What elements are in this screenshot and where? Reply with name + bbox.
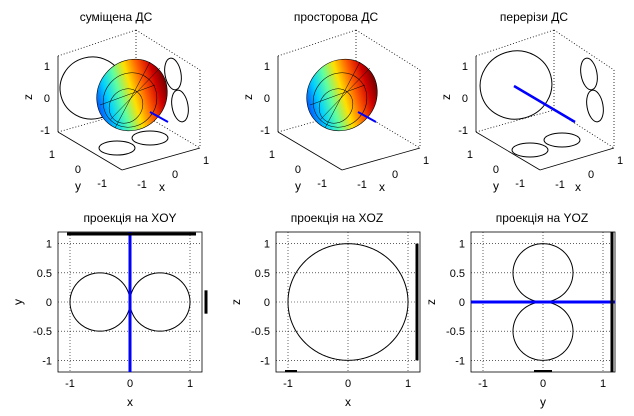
y-tick-label: 0.5 — [450, 268, 465, 280]
y-axis-label: y — [75, 179, 81, 193]
y-tick-label: 1 — [459, 239, 465, 251]
y-tick-label: -1 — [515, 178, 525, 190]
z-axis-label: z — [21, 94, 35, 100]
x-tick-label: 1 — [600, 378, 606, 390]
x-tick-label: 1 — [405, 378, 411, 390]
y-tick-label: 1 — [467, 149, 473, 161]
z-tick-labels: 1 0 -1 — [40, 61, 50, 137]
panel-title: проекція на YOZ — [496, 211, 588, 225]
z-tick-label: 0 — [264, 93, 270, 105]
panel-2-spatial-pattern: просторова ДС 1 0 -1 z 1 — [241, 10, 429, 194]
y-tick-label: -1 — [42, 355, 52, 367]
y-tick-label: 0 — [264, 297, 270, 309]
y-tick-label: -1 — [317, 178, 327, 190]
y-tick-label: 0.5 — [255, 268, 270, 280]
pattern-curve — [512, 243, 574, 361]
z-tick-label: -1 — [260, 125, 270, 137]
y-tick-labels: 1 0 -1 — [269, 149, 327, 190]
panel-5-projection-xoz: проекція на XOZ -1 0 1 1 0.5 0 -0.5 -1 x z — [229, 211, 421, 409]
x-axis-label: x — [575, 180, 581, 194]
y-tick-label: 0 — [459, 297, 465, 309]
section-curves — [479, 50, 604, 158]
panel-title: просторова ДС — [294, 10, 379, 24]
x-tick-label: -1 — [555, 179, 565, 191]
z-tick-label: 1 — [462, 61, 468, 73]
y-tick-label: 1 — [269, 149, 275, 161]
x-tick-labels: -1 0 1 — [137, 155, 209, 191]
x-axis-label: y — [540, 395, 546, 409]
x-axis-label: x — [127, 395, 133, 409]
y-tick-label: -1 — [97, 178, 107, 190]
panel-1-combined-pattern: суміщена ДС 1 — [21, 10, 209, 194]
x-tick-label: 1 — [423, 155, 429, 167]
x-axis-label: x — [159, 180, 165, 194]
panel-title: суміщена ДС — [80, 10, 153, 24]
y-tick-label: 1 — [49, 149, 55, 161]
x-tick-labels: -1 0 1 — [357, 155, 429, 191]
panel-title: проекція на XOY — [83, 211, 176, 225]
y-tick-label: 0 — [295, 164, 301, 176]
x-tick-label: 0 — [127, 378, 133, 390]
panel-6-projection-yoz: проекція на YOZ -1 0 1 1 0.5 0 -0.5 -1 y z — [424, 211, 616, 409]
y-tick-label: -1 — [455, 355, 465, 367]
x-axis-label: x — [379, 180, 385, 194]
y-tick-label: 0 — [46, 297, 52, 309]
y-tick-label: -0.5 — [446, 326, 465, 338]
y-tick-label: 1 — [264, 239, 270, 251]
x-tick-label: 0 — [172, 169, 178, 181]
z-tick-label: 1 — [44, 61, 50, 73]
z-axis-label: z — [439, 94, 453, 100]
y-tick-label: 0 — [75, 164, 81, 176]
y-tick-label: 1 — [46, 239, 52, 251]
axis-line — [357, 111, 377, 123]
x-tick-label: -1 — [65, 378, 75, 390]
x-axis-label: x — [345, 395, 351, 409]
z-axis-label: z — [241, 94, 255, 100]
z-tick-label: 0 — [462, 93, 468, 105]
z-tick-labels: 1 0 -1 — [260, 61, 270, 137]
x-tick-label: 1 — [203, 155, 209, 167]
y-axis-label: y — [11, 299, 25, 305]
panel-4-projection-xoy: проекція на XOY -1 0 1 1 0.5 0 -0.5 -1 x y — [11, 211, 208, 409]
y-tick-label: 0 — [493, 164, 499, 176]
x-tick-label: -1 — [137, 179, 147, 191]
y-tick-label: -1 — [260, 355, 270, 367]
x-tick-label: 1 — [187, 378, 193, 390]
x-tick-label: -1 — [478, 378, 488, 390]
panel-title: перерізи ДС — [500, 10, 569, 24]
axis-box-3d — [475, 29, 615, 171]
x-tick-label: 0 — [540, 378, 546, 390]
y-axis-label: y — [493, 179, 499, 193]
pattern-curve — [69, 272, 191, 332]
x-tick-labels: -1 0 1 — [555, 155, 623, 191]
z-tick-labels: 1 0 -1 — [458, 61, 468, 137]
y-axis-label: z — [229, 299, 243, 305]
panel-3-pattern-sections: перерізи ДС 1 0 -1 z 1 0 — [439, 10, 623, 194]
axis-line — [513, 84, 576, 124]
y-axis-label: z — [424, 299, 438, 305]
z-tick-label: -1 — [458, 125, 468, 137]
panel-title: проекція на XOZ — [291, 211, 383, 225]
x-tick-label: -1 — [283, 378, 293, 390]
pattern-curve — [287, 243, 409, 361]
y-tick-label: -0.5 — [251, 326, 270, 338]
y-tick-labels: 1 0 -1 — [49, 149, 107, 190]
x-tick-label: 1 — [617, 155, 623, 167]
x-tick-label: 0 — [392, 169, 398, 181]
x-tick-label: 0 — [345, 378, 351, 390]
x-tick-label: 0 — [588, 169, 594, 181]
z-tick-label: 1 — [264, 61, 270, 73]
y-tick-labels: 1 0 -1 — [467, 149, 525, 190]
y-tick-label: -0.5 — [33, 326, 52, 338]
z-tick-label: -1 — [40, 125, 50, 137]
y-tick-label: 0.5 — [37, 268, 52, 280]
z-tick-label: 0 — [44, 93, 50, 105]
pattern-surface — [306, 58, 378, 132]
y-axis-label: y — [295, 179, 301, 193]
axis-line — [149, 111, 169, 123]
x-tick-label: -1 — [357, 179, 367, 191]
plot-frame — [275, 231, 421, 373]
